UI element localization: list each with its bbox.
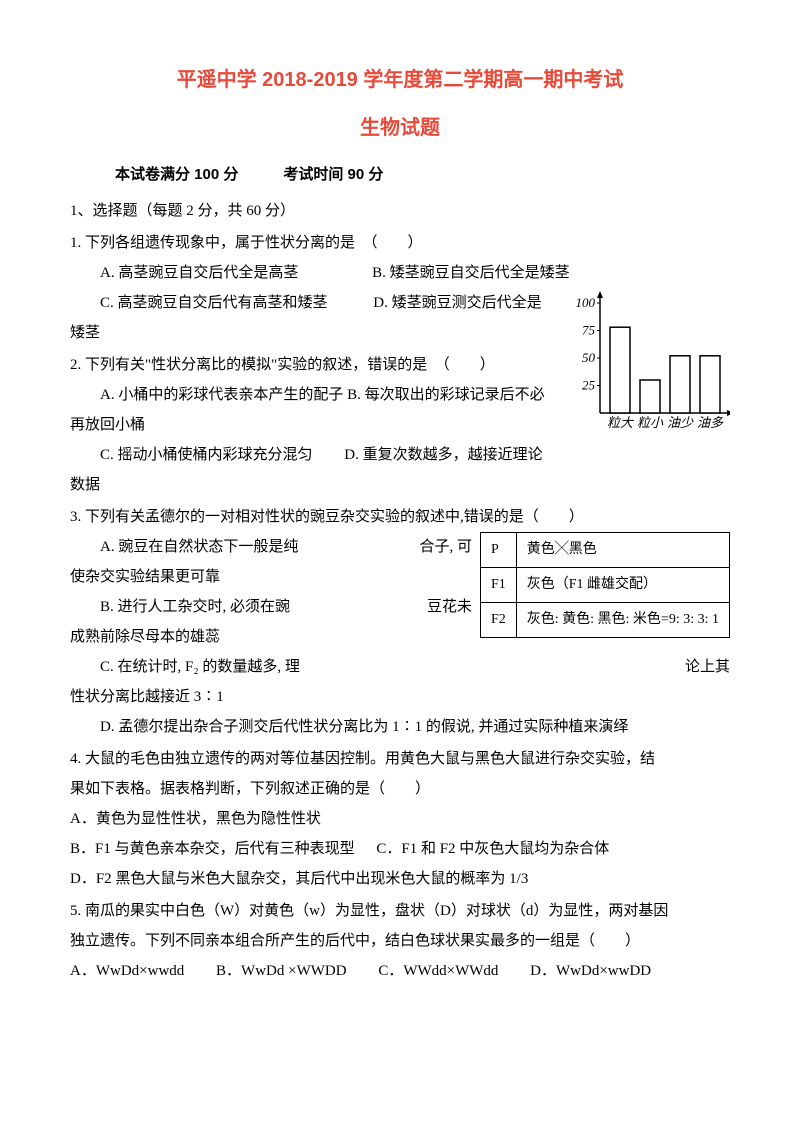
svg-text:25: 25	[582, 378, 596, 393]
chart-svg: 25 50 75 100 粒大粒小油少油多	[570, 288, 730, 433]
exam-info: 本试卷满分 100 分 考试时间 90 分	[70, 160, 730, 190]
q5-stem1: 5. 南瓜的果实中白色（W）对黄色（w）为显性，盘状（D）对球状（d）为显性，两…	[70, 896, 730, 926]
q3-stem: 3. 下列有关孟德尔的一对相对性状的豌豆杂交实验的叙述中,错误的是（ ）	[70, 502, 730, 532]
q2-b: B. 每次取出的彩球记录后不必	[347, 387, 545, 403]
q2-c: C. 摇动小桶使桶内彩球充分混匀	[100, 447, 313, 463]
svg-text:100: 100	[576, 295, 596, 310]
q5-opts: A．WwDd×wwdd B．WwDd ×WWDD C．WWdd×WWdd D．W…	[70, 956, 730, 986]
q3-b-tail: 豆花未	[397, 592, 472, 622]
tbl-p-label: P	[480, 533, 516, 568]
q3-c-row: C. 在统计时, F₂ 的数量越多, 理 论上其	[70, 652, 730, 682]
q5-b: B．WwDd ×WWDD	[216, 956, 347, 986]
q1-stem: 1. 下列各组遗传现象中，属于性状分离的是 （ ）	[70, 228, 730, 258]
section-heading: 1、选择题（每题 2 分，共 60 分）	[70, 196, 730, 226]
q3-c-cont: 性状分离比越接近 3∶1	[70, 682, 730, 712]
tbl-f2-val: 灰色: 黄色: 黑色: 米色=9: 3: 3: 1	[516, 603, 729, 638]
q5-a: A．WwDd×wwdd	[70, 956, 184, 986]
q2-a: A. 小桶中的彩球代表亲本产生的配子	[100, 387, 343, 403]
q4-a: A．黄色为显性性状，黑色为隐性性状	[70, 804, 730, 834]
q3-a-tail: 合子, 可	[389, 532, 472, 562]
page-subtitle: 生物试题	[70, 108, 730, 148]
svg-text:粒大: 粒大	[607, 415, 635, 430]
tbl-f1-val: 灰色（F1 雌雄交配）	[516, 568, 729, 603]
q4-c: C．F1 和 F2 中灰色大鼠均为杂合体	[376, 841, 609, 857]
q3-c: C. 在统计时, F₂ 的数量越多, 理	[100, 659, 300, 675]
q1-a: A. 高茎豌豆自交后代全是高茎	[100, 265, 298, 281]
q4-d: D．F2 黑色大鼠与米色大鼠杂交，其后代中出现米色大鼠的概率为 1/3	[70, 864, 730, 894]
q4-bc: B．F1 与黄色亲本杂交，后代有三种表现型 C．F1 和 F2 中灰色大鼠均为杂…	[70, 834, 730, 864]
q4-stem1: 4. 大鼠的毛色由独立遗传的两对等位基因控制。用黄色大鼠与黑色大鼠进行杂交实验，…	[70, 744, 730, 774]
q1-row1: A. 高茎豌豆自交后代全是高茎 B. 矮茎豌豆自交后代全是矮茎	[70, 258, 730, 288]
tbl-f2-label: F2	[480, 603, 516, 638]
q2-d-cont: 数据	[70, 470, 730, 500]
svg-text:油少: 油少	[667, 415, 694, 430]
q3-b: B. 进行人工杂交时, 必须在豌	[100, 599, 290, 615]
q2-cd: C. 摇动小桶使桶内彩球充分混匀 D. 重复次数越多，越接近理论	[70, 440, 730, 470]
q5-stem2: 独立遗传。下列不同亲本组合所产生的后代中，结白色球状果实最多的一组是（ ）	[70, 926, 730, 956]
q5-c: C．WWdd×WWdd	[378, 956, 498, 986]
svg-text:粒小: 粒小	[637, 415, 664, 430]
q4-stem2: 果如下表格。据表格判断，下列叙述正确的是（ ）	[70, 774, 730, 804]
q1-c: C. 高茎豌豆自交后代有高茎和矮茎	[100, 295, 328, 311]
genetics-table: P黄色╳黑色 F1灰色（F1 雌雄交配） F2灰色: 黄色: 黑色: 米色=9:…	[480, 532, 730, 638]
svg-text:75: 75	[582, 323, 596, 338]
q3-c-tail: 论上其	[655, 652, 730, 682]
question-5: 5. 南瓜的果实中白色（W）对黄色（w）为显性，盘状（D）对球状（d）为显性，两…	[70, 896, 730, 986]
svg-text:油多: 油多	[697, 415, 724, 430]
q5-d: D．WwDd×wwDD	[530, 956, 651, 986]
question-1: 1. 下列各组遗传现象中，属于性状分离的是 （ ） A. 高茎豌豆自交后代全是高…	[70, 228, 730, 348]
bar-chart: 25 50 75 100 粒大粒小油少油多	[570, 288, 730, 444]
tbl-f1-label: F1	[480, 568, 516, 603]
q1-d: D. 矮茎豌豆测交后代全是	[373, 295, 541, 311]
q3-d: D. 孟德尔提出杂合子测交后代性状分离比为 1∶1 的假说, 并通过实际种植来演…	[70, 712, 730, 742]
q2-d: D. 重复次数越多，越接近理论	[344, 447, 542, 463]
tbl-p-val: 黄色╳黑色	[516, 533, 729, 568]
q4-b: B．F1 与黄色亲本杂交，后代有三种表现型	[70, 841, 355, 857]
question-4: 4. 大鼠的毛色由独立遗传的两对等位基因控制。用黄色大鼠与黑色大鼠进行杂交实验，…	[70, 744, 730, 894]
q1-b: B. 矮茎豌豆自交后代全是矮茎	[372, 265, 570, 281]
q3-a: A. 豌豆在自然状态下一般是纯	[100, 539, 298, 555]
question-3: 3. 下列有关孟德尔的一对相对性状的豌豆杂交实验的叙述中,错误的是（ ） P黄色…	[70, 502, 730, 742]
page-title: 平遥中学 2018-2019 学年度第二学期高一期中考试	[70, 60, 730, 100]
svg-text:50: 50	[582, 350, 596, 365]
